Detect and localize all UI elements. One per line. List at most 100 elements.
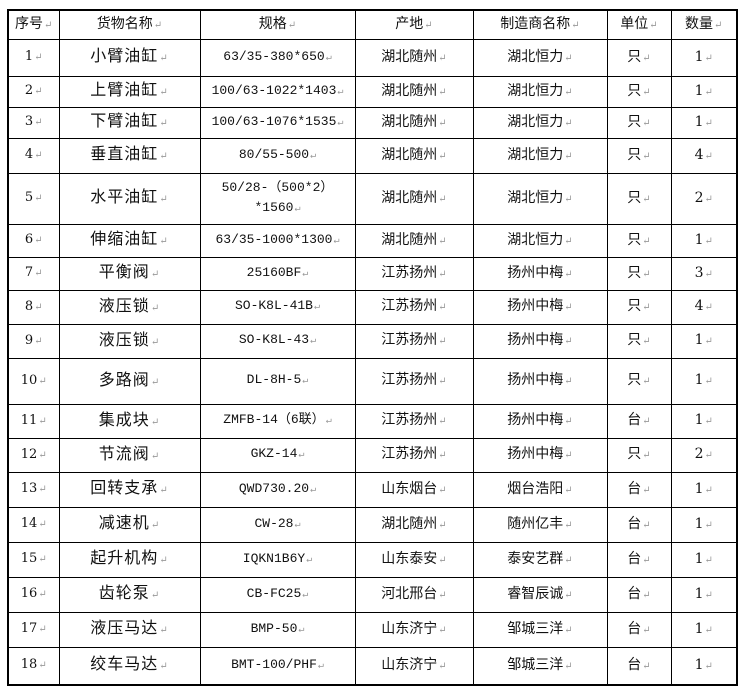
cell-unit: 只: [606, 256, 672, 291]
cell-spec: BMP-50: [199, 611, 356, 648]
cell-origin: 湖北随州: [354, 75, 474, 108]
cell-text: 台: [627, 412, 650, 428]
cell-unit: 只: [606, 323, 672, 359]
cell-text: 1: [695, 83, 713, 99]
table-row: 2 上臂油缸 100/63-1022*1403 湖北随州 湖北恒力 只 1: [7, 75, 738, 108]
cell-text: 河北邢台: [381, 586, 446, 602]
cell-text: 1: [25, 49, 43, 64]
cell-text: DL-8H-5: [247, 372, 309, 387]
cell-unit: 台: [606, 611, 672, 648]
cell-index: 18: [7, 646, 60, 686]
cell-text: 扬州中梅: [507, 446, 572, 462]
header-manufacturer: 制造商名称: [472, 9, 608, 40]
cell-quantity: 1: [670, 506, 738, 543]
cell-index: 17: [7, 611, 60, 648]
cell-text: 3: [695, 265, 713, 281]
cell-unit: 只: [606, 106, 672, 139]
cell-text: 2: [25, 83, 43, 98]
cell-index: 5: [7, 172, 60, 225]
cell-text: SO-K8L-41B: [235, 298, 320, 313]
table-row: 5 水平油缸 50/28-（500*2）*1560 湖北随州 湖北恒力 只 2: [7, 172, 738, 225]
table-row: 3 下臂油缸 100/63-1076*1535 湖北随州 湖北恒力 只 1: [7, 106, 738, 139]
cell-goods-name: 液压锁: [58, 289, 201, 325]
cell-text: 6: [25, 232, 43, 247]
cell-text: 减速机: [99, 513, 160, 532]
cell-unit: 台: [606, 541, 672, 578]
header-label: 单位: [620, 16, 657, 32]
cell-spec: GKZ-14: [199, 437, 356, 473]
cell-text: 台: [627, 621, 650, 637]
table-row: 14 减速机 CW-28 湖北随州 随州亿丰 台 1: [7, 506, 738, 543]
cell-text: 50/28-（500*2）*1560: [222, 180, 334, 215]
cell-spec: CW-28: [199, 506, 356, 543]
header-label: 规格: [259, 16, 296, 32]
cell-text: 台: [627, 481, 650, 497]
cell-text: 只: [627, 147, 650, 163]
cell-unit: 台: [606, 506, 672, 543]
cell-text: 山东济宁: [381, 621, 446, 637]
cell-text: 只: [627, 265, 650, 281]
table-row: 9 液压锁 SO-K8L-43 江苏扬州 扬州中梅 只 1: [7, 323, 738, 359]
cell-spec: SO-K8L-43: [199, 323, 356, 359]
cell-text: 1: [695, 586, 713, 602]
cell-manufacturer: 扬州中梅: [472, 403, 608, 439]
cell-index: 2: [7, 75, 60, 108]
cell-text: 8: [25, 299, 43, 314]
cell-manufacturer: 睿智辰诚: [472, 576, 608, 613]
cell-text: 江苏扬州: [381, 412, 446, 428]
cell-text: 湖北恒力: [507, 147, 572, 163]
cell-text: 江苏扬州: [381, 332, 446, 348]
cell-manufacturer: 扬州中梅: [472, 289, 608, 325]
cell-text: 1: [695, 412, 713, 428]
cell-index: 8: [7, 289, 60, 325]
cell-text: 山东泰安: [381, 551, 446, 567]
cell-manufacturer: 扬州中梅: [472, 437, 608, 473]
cell-quantity: 1: [670, 223, 738, 258]
cell-text: 10: [21, 373, 47, 388]
header-origin: 产地: [354, 9, 474, 40]
cell-text: 台: [627, 586, 650, 602]
cell-unit: 只: [606, 172, 672, 225]
cell-text: 垂直油缸: [90, 144, 168, 163]
cell-text: SO-K8L-43: [239, 332, 316, 347]
cell-goods-name: 齿轮泵: [58, 576, 201, 613]
cell-text: 伸缩油缸: [90, 229, 168, 248]
cell-text: 湖北恒力: [507, 190, 572, 206]
cell-text: 2: [695, 446, 713, 462]
cell-goods-name: 伸缩油缸: [58, 223, 201, 258]
table-row: 15 起升机构 IQKN1B6Y 山东泰安 泰安艺群 台 1: [7, 541, 738, 578]
cell-text: 63/35-380*650: [223, 49, 331, 64]
cell-text: 小臂油缸: [90, 46, 168, 65]
cell-quantity: 1: [670, 611, 738, 648]
cell-index: 13: [7, 471, 60, 508]
cell-text: 只: [627, 446, 650, 462]
cell-spec: DL-8H-5: [199, 357, 356, 405]
cell-spec: SO-K8L-41B: [199, 289, 356, 325]
cell-manufacturer: 扬州中梅: [472, 323, 608, 359]
cell-origin: 湖北随州: [354, 172, 474, 225]
table-row: 8 液压锁 SO-K8L-41B 江苏扬州 扬州中梅 只 4: [7, 289, 738, 325]
cell-text: 扬州中梅: [507, 372, 572, 388]
cell-text: 7: [25, 265, 43, 280]
cell-text: 扬州中梅: [507, 298, 572, 314]
cell-goods-name: 回转支承: [58, 471, 201, 508]
cell-text: 1: [695, 372, 713, 388]
cell-text: GKZ-14: [251, 446, 305, 461]
cell-text: 4: [25, 147, 43, 162]
table-row: 11 集成块 ZMFB-14（6联） 江苏扬州 扬州中梅 台 1: [7, 403, 738, 439]
cell-text: 齿轮泵: [99, 583, 160, 602]
cell-text: 节流阀: [99, 444, 160, 463]
cell-text: 25160BF: [247, 265, 309, 280]
cell-text: 邹城三洋: [507, 621, 572, 637]
cell-text: 湖北随州: [381, 147, 446, 163]
cell-index: 12: [7, 437, 60, 473]
cell-index: 9: [7, 323, 60, 359]
cell-goods-name: 起升机构: [58, 541, 201, 578]
cell-manufacturer: 湖北恒力: [472, 38, 608, 77]
cell-origin: 江苏扬州: [354, 323, 474, 359]
cell-text: 回转支承: [90, 478, 168, 497]
cell-quantity: 1: [670, 75, 738, 108]
table-row: 10 多路阀 DL-8H-5 江苏扬州 扬州中梅 只 1: [7, 357, 738, 405]
cell-origin: 江苏扬州: [354, 403, 474, 439]
cell-text: 3: [25, 114, 43, 129]
